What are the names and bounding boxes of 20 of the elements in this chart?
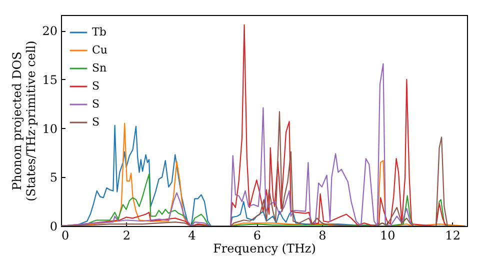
x-tick-label: 4 [188, 228, 196, 242]
legend-label: Cu [92, 44, 108, 56]
x-tick-label: 12 [445, 228, 460, 242]
y-tick-label: 5 [50, 170, 58, 185]
legend-label: Sn [92, 62, 107, 74]
y-tick-label: 15 [42, 72, 58, 87]
x-axis-title: Frequency (THz) [213, 242, 316, 256]
x-tick-label: 6 [253, 228, 261, 242]
y-axis-title: Phonon projected DOS (States/THz·primitive cell) [10, 40, 38, 202]
y-tick-label: 20 [42, 24, 58, 38]
y-tick-label: 10 [42, 122, 58, 136]
x-tick-label: 10 [380, 228, 396, 242]
legend-label: Tb [92, 26, 106, 38]
x-tick-label: 2 [122, 228, 131, 242]
x-tick-label: 8 [318, 228, 326, 242]
legend-label: S [92, 80, 100, 92]
y-tick-label: 0 [50, 220, 58, 234]
x-tick-label: 0 [62, 228, 70, 242]
legend-label: S [92, 116, 100, 128]
legend-label: S [92, 98, 100, 110]
